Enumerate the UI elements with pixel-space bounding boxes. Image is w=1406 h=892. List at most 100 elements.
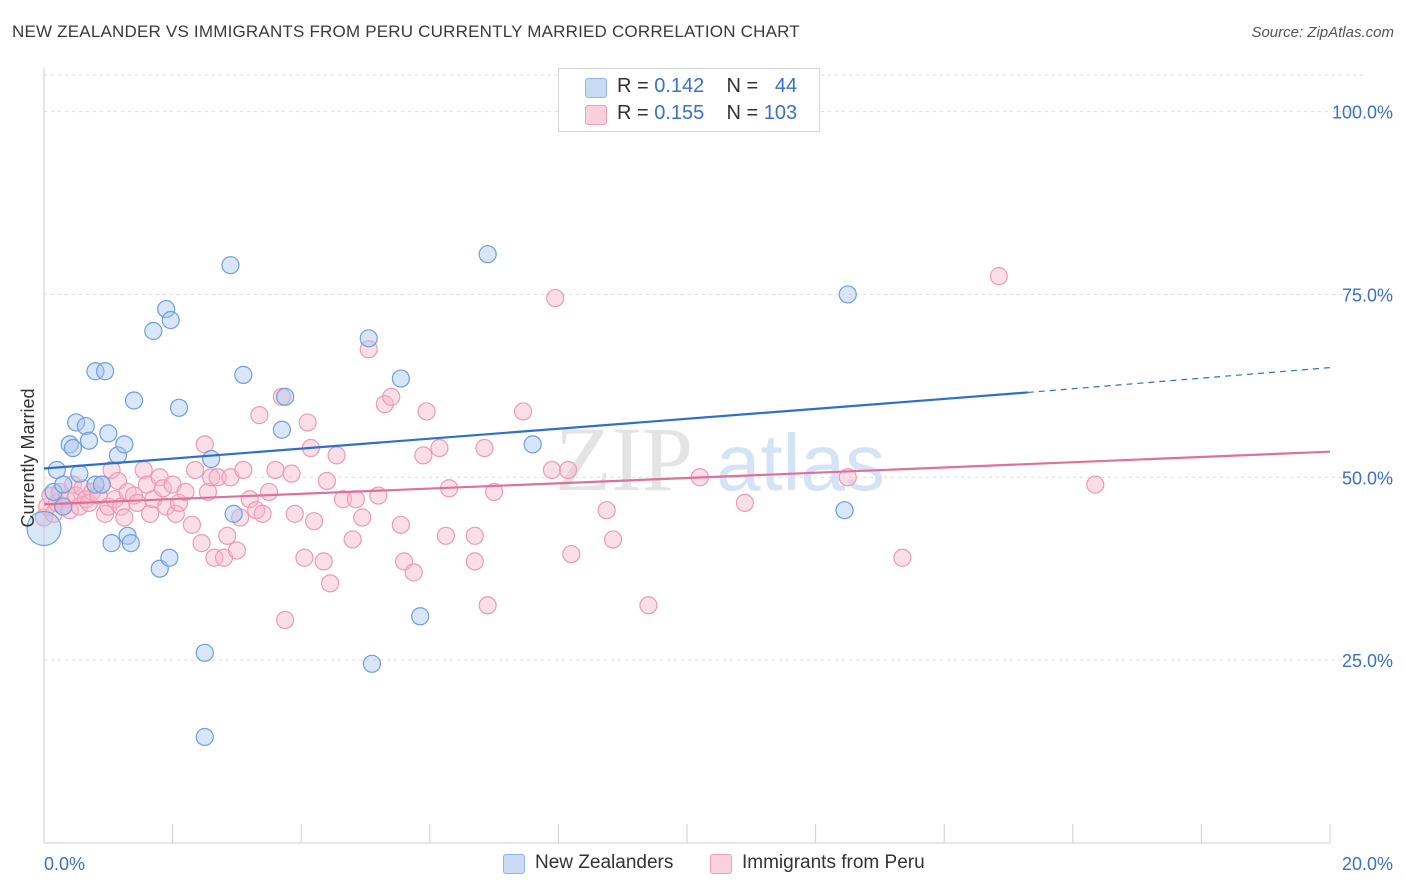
- y-tick-label: 100.0%: [1332, 103, 1393, 123]
- point-immigrants-from-peru: [327, 446, 346, 465]
- point-immigrants-from-peru: [735, 493, 754, 512]
- point-immigrants-from-peru: [192, 534, 211, 553]
- point-immigrants-from-peru: [391, 515, 410, 534]
- bottom-legend-label: Immigrants from Peru: [742, 852, 925, 873]
- point-new-zealanders: [92, 475, 111, 494]
- point-new-zealanders: [362, 654, 382, 673]
- point-immigrants-from-peru: [430, 438, 449, 458]
- y-tick-label: 25.0%: [1342, 651, 1393, 671]
- point-immigrants-from-peru: [333, 490, 353, 509]
- point-immigrants-from-peru: [597, 501, 616, 520]
- point-new-zealanders: [86, 362, 105, 381]
- x-tick-label-max: 20.0%: [1342, 854, 1393, 874]
- legend-r-value: 0.155: [654, 102, 705, 124]
- point-new-zealanders: [115, 435, 134, 454]
- legend-n-label: N =: [726, 102, 764, 124]
- point-new-zealanders: [157, 299, 176, 319]
- source-credit: Source: ZipAtlas.com: [1251, 24, 1394, 41]
- legend-swatch-blue: [585, 78, 607, 98]
- point-immigrants-from-peru: [115, 508, 134, 527]
- point-immigrants-from-peru: [542, 460, 562, 480]
- point-immigrants-from-peru: [166, 504, 185, 523]
- bottom-legend-swatch-pink: [710, 854, 732, 874]
- point-new-zealanders: [195, 643, 214, 662]
- points-new-zealanders: [26, 245, 857, 747]
- legend-swatch-pink: [585, 105, 607, 125]
- point-new-zealanders: [478, 245, 497, 264]
- point-new-zealanders: [99, 424, 118, 443]
- point-immigrants-from-peru: [382, 387, 401, 406]
- point-immigrants-from-peru: [186, 460, 205, 480]
- point-immigrants-from-peru: [346, 490, 365, 509]
- point-new-zealanders: [835, 501, 854, 520]
- point-immigrants-from-peru: [298, 413, 317, 432]
- x-tick-label-min: 0.0%: [44, 854, 85, 874]
- point-immigrants-from-peru: [1086, 475, 1105, 494]
- point-new-zealanders: [26, 510, 62, 547]
- point-immigrants-from-peru: [282, 464, 301, 483]
- point-new-zealanders: [359, 329, 378, 348]
- point-immigrants-from-peru: [485, 482, 504, 502]
- point-new-zealanders: [44, 482, 63, 502]
- point-immigrants-from-peru: [546, 288, 565, 308]
- point-new-zealanders: [411, 607, 430, 626]
- point-immigrants-from-peru: [414, 446, 433, 465]
- point-immigrants-from-peru: [176, 482, 195, 502]
- point-immigrants-from-peru: [989, 267, 1008, 286]
- point-immigrants-from-peru: [153, 479, 173, 498]
- point-new-zealanders: [202, 449, 221, 469]
- point-immigrants-from-peru: [295, 548, 314, 567]
- point-immigrants-from-peru: [198, 482, 218, 502]
- point-new-zealanders: [160, 548, 179, 567]
- point-immigrants-from-peru: [639, 596, 658, 615]
- point-new-zealanders: [234, 365, 253, 384]
- point-immigrants-from-peru: [465, 552, 484, 571]
- watermark-atlas: atlas: [716, 418, 885, 507]
- point-new-zealanders: [523, 435, 542, 454]
- tick-labels: 25.0% 50.0% 75.0% 100.0% 0.0% 20.0%: [44, 103, 1393, 874]
- point-immigrants-from-peru: [417, 402, 436, 421]
- point-new-zealanders: [161, 310, 180, 330]
- point-immigrants-from-peru: [893, 548, 912, 567]
- point-immigrants-from-peru: [285, 504, 304, 523]
- point-immigrants-from-peru: [234, 460, 253, 480]
- point-immigrants-from-peru: [436, 526, 455, 545]
- point-immigrants-from-peru: [558, 460, 578, 480]
- point-new-zealanders: [391, 369, 410, 388]
- point-new-zealanders: [86, 475, 105, 494]
- point-new-zealanders: [70, 464, 89, 483]
- point-immigrants-from-peru: [250, 406, 269, 425]
- points-immigrants-from-peru: [34, 267, 1105, 630]
- legend-r-label: R =: [617, 75, 655, 97]
- point-immigrants-from-peru: [478, 596, 497, 615]
- point-immigrants-from-peru: [140, 504, 160, 523]
- point-immigrants-from-peru: [317, 471, 337, 491]
- point-new-zealanders: [63, 438, 83, 458]
- point-immigrants-from-peru: [343, 530, 362, 549]
- point-immigrants-from-peru: [218, 526, 237, 545]
- trend-line-immigrants-from-peru: [43, 450, 1331, 506]
- point-immigrants-from-peru: [208, 468, 227, 487]
- grid-lines: [44, 74, 1366, 661]
- point-new-zealanders: [95, 362, 115, 381]
- point-immigrants-from-peru: [603, 530, 623, 549]
- point-immigrants-from-peru: [276, 610, 295, 630]
- point-new-zealanders: [224, 504, 243, 523]
- point-immigrants-from-peru: [227, 541, 246, 560]
- point-new-zealanders: [272, 420, 292, 439]
- trend-line-new-zealanders-extension: [1027, 366, 1331, 394]
- point-immigrants-from-peru: [259, 482, 279, 502]
- trend-line-new-zealanders: [43, 391, 1028, 470]
- legend-r-label: R =: [617, 102, 655, 124]
- point-new-zealanders: [67, 413, 86, 432]
- y-tick-label: 75.0%: [1342, 285, 1393, 305]
- point-new-zealanders: [76, 416, 95, 436]
- point-immigrants-from-peru: [513, 402, 533, 421]
- bottom-legend-swatch-blue: [503, 854, 525, 874]
- point-new-zealanders: [169, 398, 189, 417]
- trend-lines: [43, 366, 1331, 506]
- point-new-zealanders: [121, 534, 140, 553]
- point-immigrants-from-peru: [475, 438, 494, 458]
- point-immigrants-from-peru: [63, 475, 83, 494]
